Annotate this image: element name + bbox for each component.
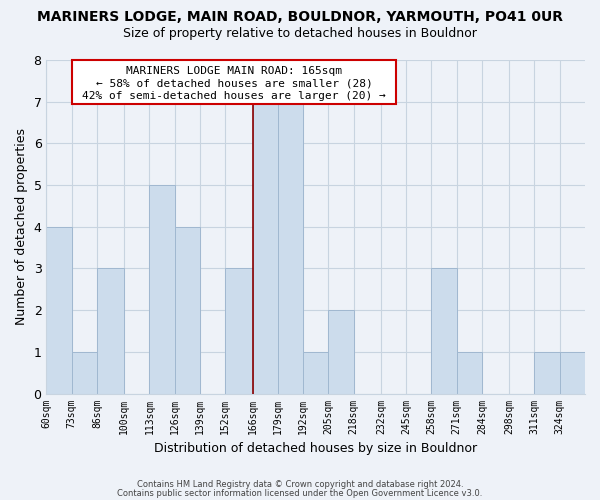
X-axis label: Distribution of detached houses by size in Bouldnor: Distribution of detached houses by size … (154, 442, 477, 455)
Text: Contains HM Land Registry data © Crown copyright and database right 2024.: Contains HM Land Registry data © Crown c… (137, 480, 463, 489)
Text: MARINERS LODGE, MAIN ROAD, BOULDNOR, YARMOUTH, PO41 0UR: MARINERS LODGE, MAIN ROAD, BOULDNOR, YAR… (37, 10, 563, 24)
Bar (303, 352, 328, 394)
Text: 42% of semi-detached houses are larger (20) →: 42% of semi-detached houses are larger (… (82, 92, 386, 102)
Bar (97, 268, 124, 394)
Y-axis label: Number of detached properties: Number of detached properties (15, 128, 28, 326)
Bar (175, 227, 200, 394)
Bar (278, 102, 303, 394)
Bar (328, 310, 353, 394)
Text: Size of property relative to detached houses in Bouldnor: Size of property relative to detached ho… (123, 28, 477, 40)
Bar (225, 268, 253, 394)
Text: MARINERS LODGE MAIN ROAD: 165sqm: MARINERS LODGE MAIN ROAD: 165sqm (126, 66, 342, 76)
Text: Contains public sector information licensed under the Open Government Licence v3: Contains public sector information licen… (118, 488, 482, 498)
Bar (431, 268, 457, 394)
Bar (149, 185, 175, 394)
Bar (560, 352, 585, 394)
Bar (457, 352, 482, 394)
Bar (71, 352, 97, 394)
Text: ← 58% of detached houses are smaller (28): ← 58% of detached houses are smaller (28… (95, 79, 373, 89)
Bar (71, 60, 397, 104)
Bar (253, 102, 278, 394)
Bar (46, 227, 71, 394)
Bar (535, 352, 560, 394)
